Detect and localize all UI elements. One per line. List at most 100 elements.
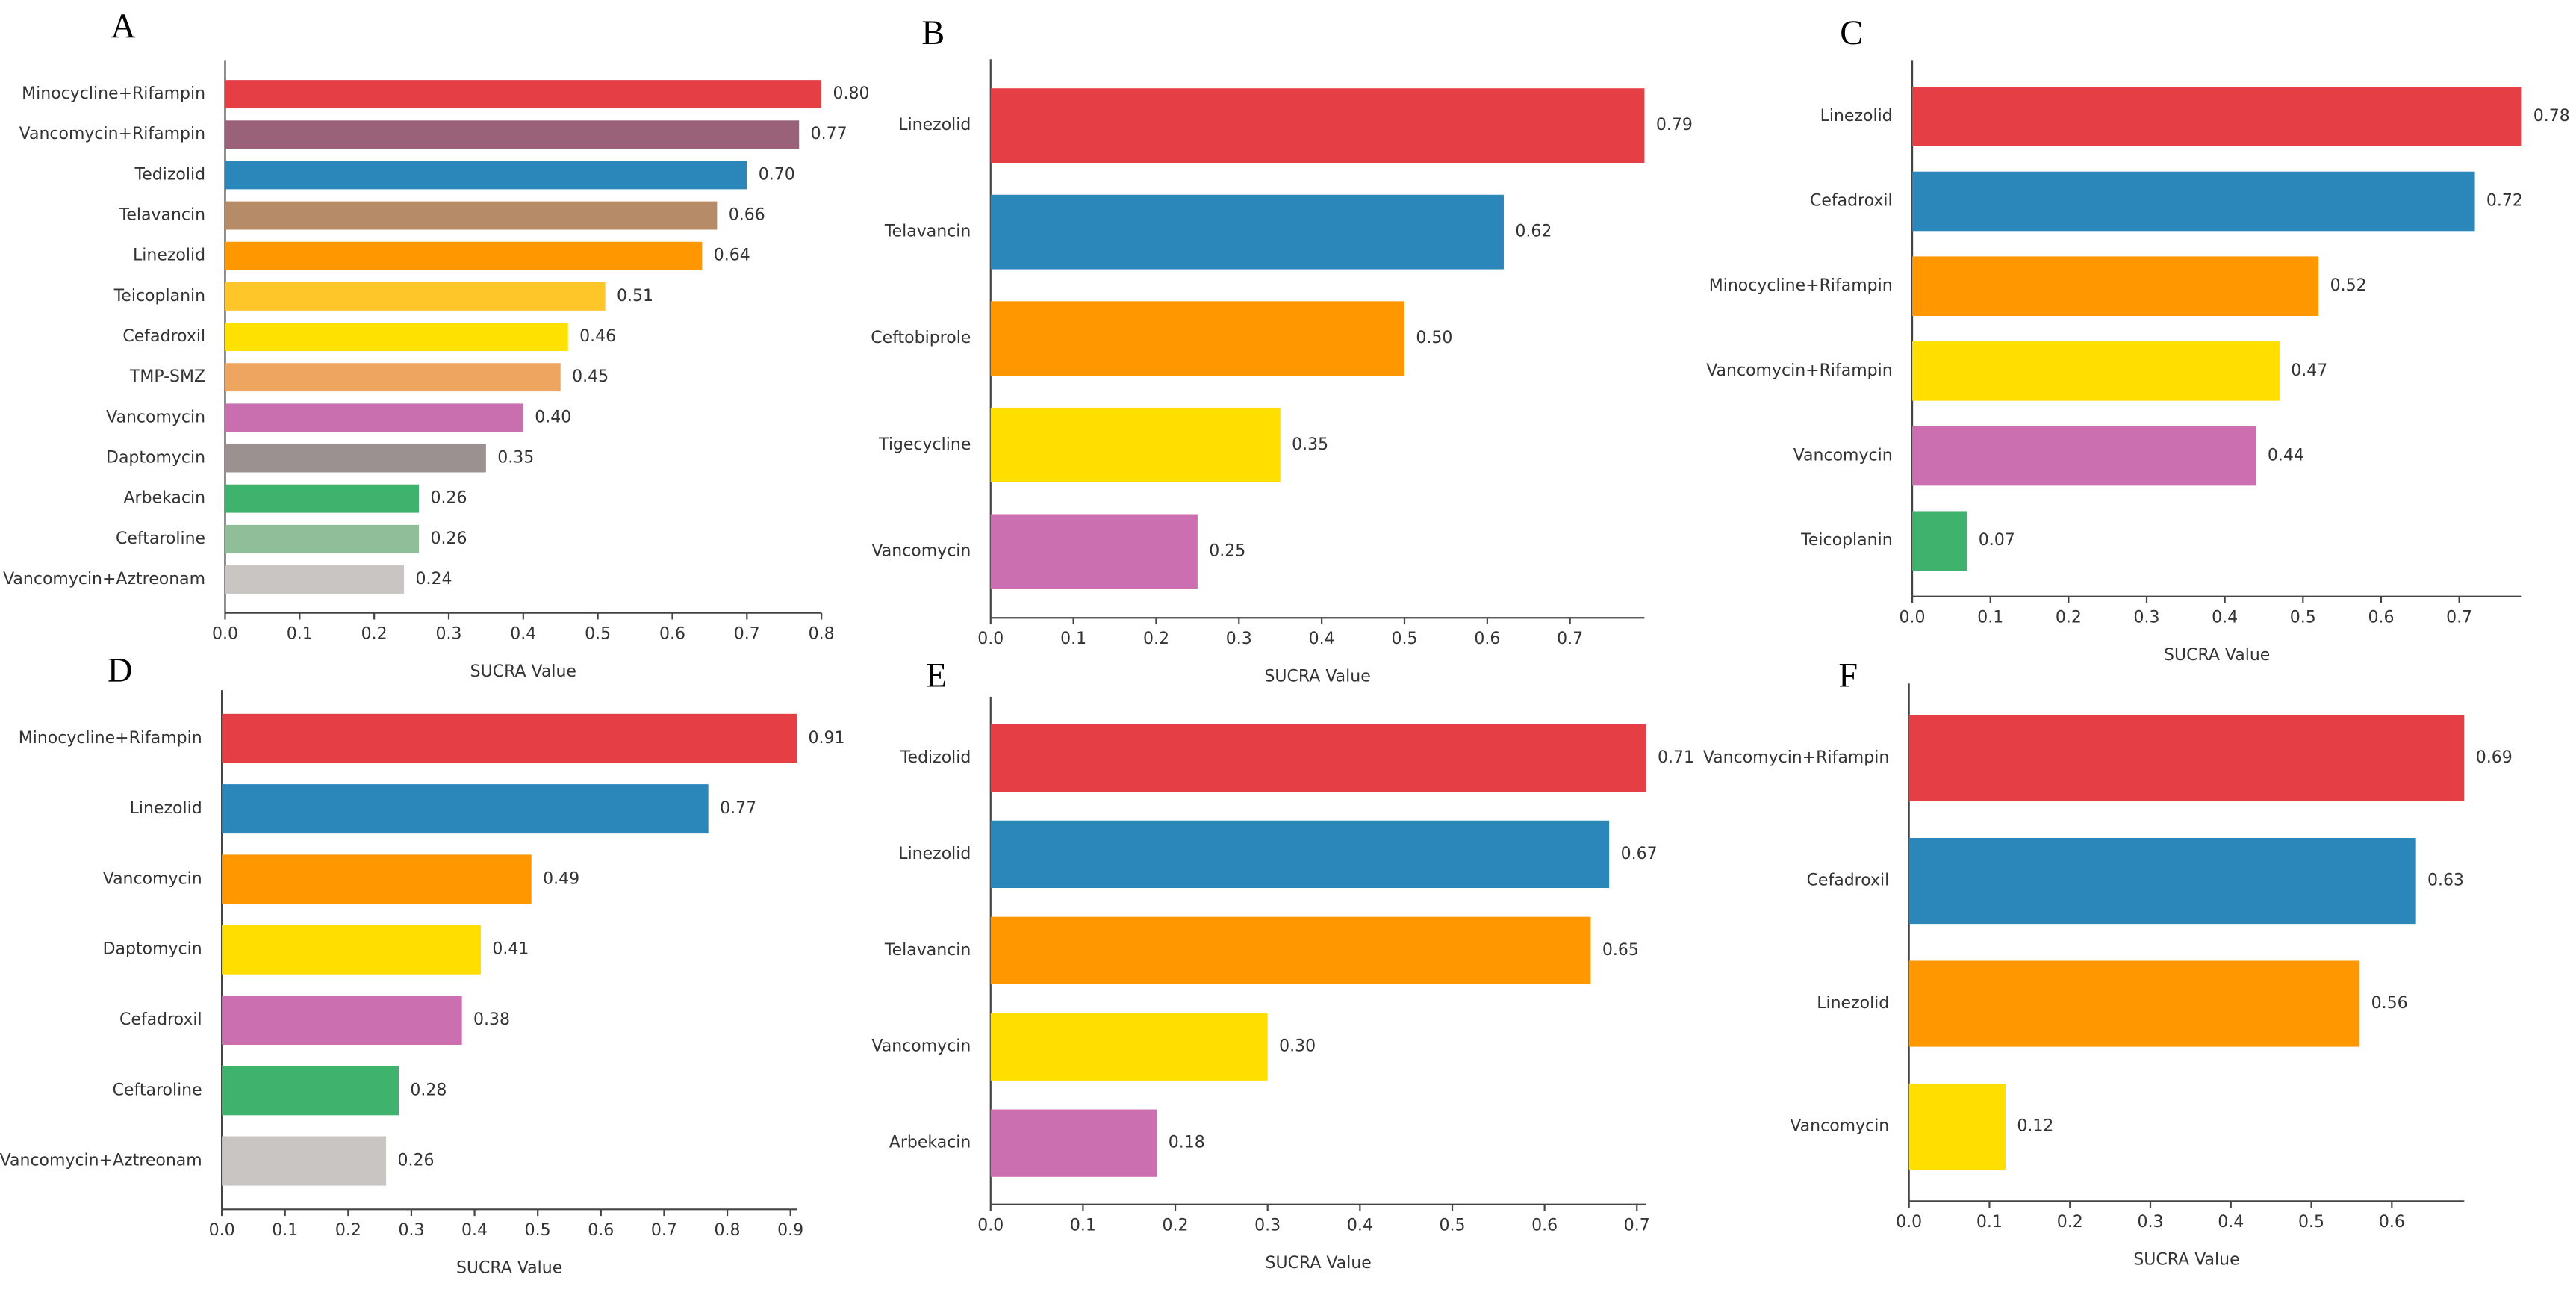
x-tick-label: 0.2 [1143, 630, 1169, 648]
x-tick-label: 0.7 [1624, 1216, 1650, 1235]
value-label: 0.77 [811, 125, 847, 143]
value-label: 0.56 [2371, 994, 2408, 1013]
y-tick-label: Linezolid [1817, 994, 1889, 1013]
panel-label: C [1840, 13, 1863, 52]
x-tick-label: 0.3 [2137, 1213, 2163, 1232]
x-tick-label: 0.4 [2212, 608, 2238, 627]
bar [1908, 960, 2360, 1047]
x-tick-label: 0.0 [977, 630, 1004, 648]
value-label: 0.25 [1209, 541, 1245, 560]
x-tick-label: 0.6 [1474, 630, 1500, 648]
x-tick-label: 0.7 [734, 624, 760, 643]
value-label: 0.26 [430, 489, 467, 508]
y-tick-label: Tedizolid [134, 165, 206, 184]
panel-label: F [1838, 656, 1858, 694]
bar [225, 484, 420, 513]
y-tick-label: Linezolid [130, 799, 202, 818]
value-label: 0.47 [2291, 361, 2327, 380]
value-label: 0.72 [2486, 192, 2523, 211]
bar [1908, 838, 2416, 925]
y-tick-label: Vancomycin+Aztreonam [3, 570, 205, 589]
bar [1912, 171, 2475, 232]
y-tick-label: Linezolid [898, 845, 971, 863]
x-tick-label: 0.6 [2379, 1213, 2405, 1232]
x-tick-label: 0.1 [1977, 608, 2003, 627]
bar [225, 444, 486, 473]
value-label: 0.67 [1621, 845, 1658, 863]
x-tick-label: 0.8 [809, 624, 835, 643]
x-tick-label: 0.5 [525, 1221, 551, 1240]
bar [990, 88, 1645, 163]
value-label: 0.62 [1515, 223, 1552, 241]
bar [225, 80, 822, 109]
y-tick-label: Ceftobiprole [871, 329, 971, 347]
x-tick-label: 0.6 [588, 1221, 614, 1240]
value-label: 0.80 [833, 84, 870, 103]
x-tick-label: 0.7 [651, 1221, 677, 1240]
y-tick-label: Telavancin [884, 941, 971, 960]
y-tick-label: Cefadroxil [1807, 872, 1890, 890]
x-tick-label: 0.1 [272, 1221, 298, 1240]
y-tick-label: Vancomycin [106, 408, 205, 426]
panel-label: B [921, 13, 945, 52]
bar [222, 1136, 387, 1186]
x-tick-label: 0.2 [2057, 1213, 2083, 1232]
y-tick-label: Daptomycin [103, 940, 202, 959]
bar [222, 784, 709, 834]
x-tick-label: 0.1 [287, 624, 313, 643]
y-tick-label: Vancomycin [871, 541, 971, 560]
value-label: 0.40 [535, 408, 571, 426]
panel-label: E [926, 656, 947, 694]
x-axis-label: SUCRA Value [456, 1259, 562, 1278]
y-tick-label: Vancomycin [103, 869, 202, 888]
y-tick-label: Telavancin [119, 206, 205, 225]
bar [990, 1013, 1268, 1081]
value-label: 0.64 [714, 246, 750, 265]
value-label: 0.45 [572, 367, 609, 386]
bar [225, 403, 523, 432]
bar [1908, 715, 2465, 801]
x-tick-label: 0.3 [1226, 630, 1252, 648]
x-tick-label: 0.3 [1254, 1216, 1281, 1235]
value-label: 0.46 [579, 327, 616, 346]
value-label: 0.30 [1279, 1037, 1316, 1056]
x-tick-label: 0.2 [2056, 608, 2082, 627]
y-tick-label: Vancomycin+Rifampin [1703, 748, 1889, 767]
value-label: 0.26 [430, 530, 467, 548]
bar [1912, 341, 2280, 401]
y-tick-label: Ceftaroline [116, 530, 205, 548]
value-label: 0.35 [1292, 435, 1328, 454]
y-tick-label: Minocycline+Rifampin [19, 729, 202, 748]
x-tick-label: 0.5 [1391, 630, 1417, 648]
value-label: 0.52 [2330, 276, 2367, 295]
x-tick-label: 0.5 [585, 624, 611, 643]
value-label: 0.79 [1656, 116, 1693, 134]
y-tick-label: Cefadroxil [119, 1010, 202, 1029]
bar [225, 241, 703, 270]
y-tick-label: Cefadroxil [1810, 192, 1893, 211]
y-tick-label: Linezolid [898, 116, 971, 134]
x-tick-label: 0.9 [777, 1221, 803, 1240]
value-label: 0.77 [720, 799, 756, 818]
bar [1912, 426, 2256, 486]
value-label: 0.78 [2533, 107, 2570, 125]
x-axis-label: SUCRA Value [1266, 1254, 1372, 1273]
value-label: 0.24 [415, 570, 452, 589]
value-label: 0.70 [759, 165, 795, 184]
x-tick-label: 0.4 [1347, 1216, 1373, 1235]
x-tick-label: 0.0 [1896, 1213, 1922, 1232]
y-tick-label: Tedizolid [900, 748, 971, 767]
x-tick-label: 0.5 [2290, 608, 2316, 627]
x-tick-label: 0.1 [1976, 1213, 2003, 1232]
x-tick-label: 0.7 [2446, 608, 2472, 627]
value-label: 0.51 [617, 287, 653, 305]
y-tick-label: Daptomycin [106, 449, 205, 468]
bar [225, 120, 800, 149]
x-tick-label: 0.0 [977, 1216, 1004, 1235]
y-tick-label: Ceftaroline [113, 1081, 202, 1099]
y-tick-label: Tigecycline [878, 435, 971, 454]
x-tick-label: 0.1 [1060, 630, 1086, 648]
value-label: 0.18 [1169, 1134, 1205, 1152]
value-label: 0.63 [2427, 872, 2464, 890]
